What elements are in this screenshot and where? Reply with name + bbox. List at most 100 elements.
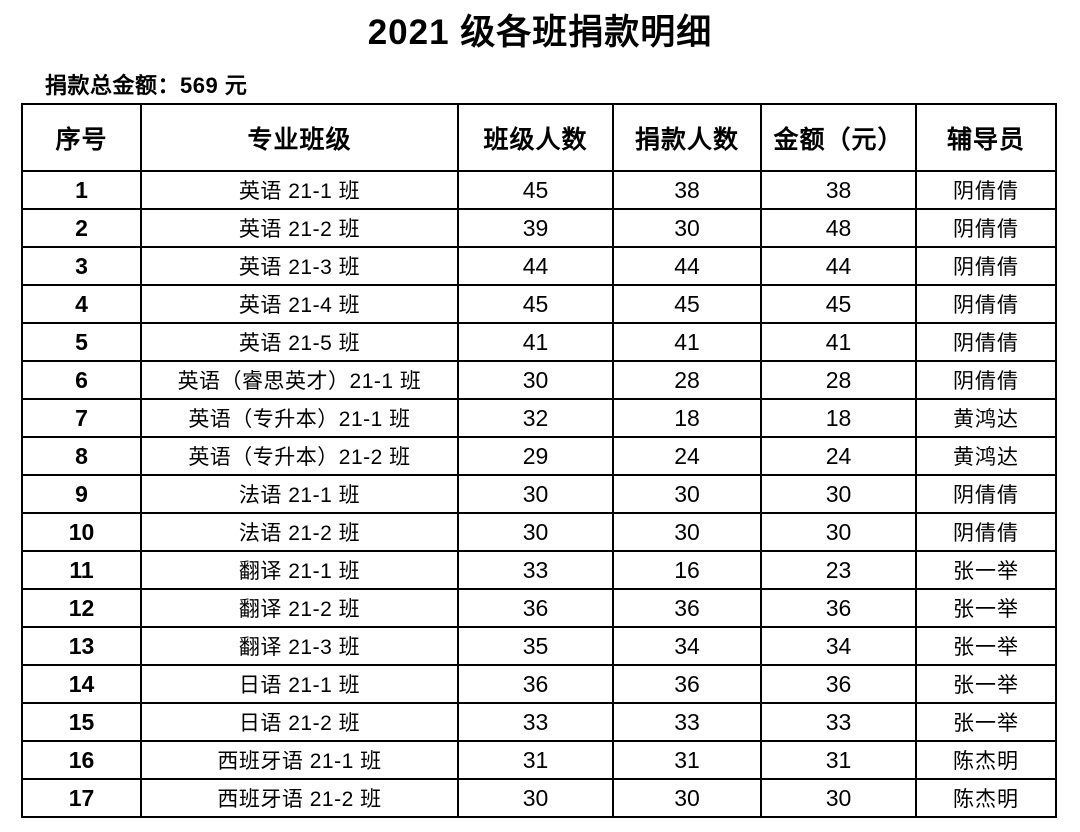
cell-amount: 41 <box>760 322 917 362</box>
table-row: 10 法语 21-2 班 30 30 30 阴倩倩 <box>21 512 1057 552</box>
table-row: 3 英语 21-3 班 44 44 44 阴倩倩 <box>21 246 1057 286</box>
header-cell-amount: 金额（元） <box>760 103 917 172</box>
cell-index: 13 <box>21 626 142 666</box>
cell-counselor: 阴倩倩 <box>915 360 1057 400</box>
cell-class-name: 英语 21-3 班 <box>140 246 459 286</box>
cell-index: 3 <box>21 246 142 286</box>
table-row: 7 英语（专升本）21-1 班 32 18 18 黄鸿达 <box>21 398 1057 438</box>
table-row: 11 翻译 21-1 班 33 16 23 张一举 <box>21 550 1057 590</box>
cell-class-size: 36 <box>457 664 614 704</box>
cell-class-size: 30 <box>457 360 614 400</box>
table-row: 1 英语 21-1 班 45 38 38 阴倩倩 <box>21 170 1057 210</box>
cell-class-size: 32 <box>457 398 614 438</box>
cell-donor-count: 30 <box>612 208 762 248</box>
cell-counselor: 阴倩倩 <box>915 246 1057 286</box>
cell-amount: 30 <box>760 778 917 818</box>
cell-amount: 31 <box>760 740 917 780</box>
cell-class-name: 英语（睿思英才）21-1 班 <box>140 360 459 400</box>
cell-class-name: 日语 21-2 班 <box>140 702 459 742</box>
cell-donor-count: 18 <box>612 398 762 438</box>
header-cell-class-size: 班级人数 <box>457 103 614 172</box>
cell-donor-count: 45 <box>612 284 762 324</box>
table-row: 8 英语（专升本）21-2 班 29 24 24 黄鸿达 <box>21 436 1057 476</box>
cell-index: 17 <box>21 778 142 818</box>
cell-index: 12 <box>21 588 142 628</box>
cell-donor-count: 31 <box>612 740 762 780</box>
page-title: 2021 级各班捐款明细 <box>367 13 713 52</box>
table-row: 17 西班牙语 21-2 班 30 30 30 陈杰明 <box>21 778 1057 818</box>
cell-counselor: 阴倩倩 <box>915 322 1057 362</box>
table-row: 2 英语 21-2 班 39 30 48 阴倩倩 <box>21 208 1057 248</box>
cell-class-name: 日语 21-1 班 <box>140 664 459 704</box>
cell-class-size: 39 <box>457 208 614 248</box>
cell-donor-count: 33 <box>612 702 762 742</box>
cell-class-name: 翻译 21-1 班 <box>140 550 459 590</box>
cell-class-name: 翻译 21-3 班 <box>140 626 459 666</box>
cell-counselor: 陈杰明 <box>915 740 1057 780</box>
cell-class-size: 41 <box>457 322 614 362</box>
table-row: 4 英语 21-4 班 45 45 45 阴倩倩 <box>21 284 1057 324</box>
cell-index: 6 <box>21 360 142 400</box>
cell-donor-count: 30 <box>612 474 762 514</box>
cell-counselor: 张一举 <box>915 550 1057 590</box>
table-row: 16 西班牙语 21-1 班 31 31 31 陈杰明 <box>21 740 1057 780</box>
cell-amount: 36 <box>760 664 917 704</box>
header-cell-index: 序号 <box>21 103 142 172</box>
cell-donor-count: 38 <box>612 170 762 210</box>
cell-donor-count: 36 <box>612 588 762 628</box>
cell-donor-count: 30 <box>612 512 762 552</box>
cell-amount: 30 <box>760 512 917 552</box>
cell-index: 1 <box>21 170 142 210</box>
cell-class-size: 33 <box>457 702 614 742</box>
cell-class-size: 36 <box>457 588 614 628</box>
cell-index: 16 <box>21 740 142 780</box>
table-row: 6 英语（睿思英才）21-1 班 30 28 28 阴倩倩 <box>21 360 1057 400</box>
header-cell-donor-count: 捐款人数 <box>612 103 762 172</box>
cell-amount: 30 <box>760 474 917 514</box>
cell-class-name: 英语 21-2 班 <box>140 208 459 248</box>
cell-index: 7 <box>21 398 142 438</box>
cell-class-size: 45 <box>457 284 614 324</box>
cell-index: 10 <box>21 512 142 552</box>
table-row: 9 法语 21-1 班 30 30 30 阴倩倩 <box>21 474 1057 514</box>
cell-counselor: 张一举 <box>915 626 1057 666</box>
cell-counselor: 阴倩倩 <box>915 208 1057 248</box>
table-row: 14 日语 21-1 班 36 36 36 张一举 <box>21 664 1057 704</box>
cell-amount: 48 <box>760 208 917 248</box>
header-row: 序号 专业班级 班级人数 捐款人数 金额（元） 辅导员 <box>21 103 1057 172</box>
cell-class-size: 30 <box>457 474 614 514</box>
table-row: 5 英语 21-5 班 41 41 41 阴倩倩 <box>21 322 1057 362</box>
cell-class-size: 29 <box>457 436 614 476</box>
cell-index: 5 <box>21 322 142 362</box>
cell-index: 8 <box>21 436 142 476</box>
cell-class-name: 英语 21-5 班 <box>140 322 459 362</box>
cell-counselor: 黄鸿达 <box>915 398 1057 438</box>
cell-donor-count: 24 <box>612 436 762 476</box>
cell-counselor: 张一举 <box>915 664 1057 704</box>
cell-donor-count: 16 <box>612 550 762 590</box>
cell-amount: 28 <box>760 360 917 400</box>
cell-class-name: 西班牙语 21-2 班 <box>140 778 459 818</box>
cell-donor-count: 28 <box>612 360 762 400</box>
cell-class-size: 31 <box>457 740 614 780</box>
header-cell-class-name: 专业班级 <box>140 103 459 172</box>
cell-class-name: 西班牙语 21-1 班 <box>140 740 459 780</box>
cell-donor-count: 36 <box>612 664 762 704</box>
cell-index: 4 <box>21 284 142 324</box>
cell-amount: 45 <box>760 284 917 324</box>
cell-index: 11 <box>21 550 142 590</box>
cell-class-size: 35 <box>457 626 614 666</box>
cell-class-name: 英语（专升本）21-2 班 <box>140 436 459 476</box>
cell-counselor: 阴倩倩 <box>915 284 1057 324</box>
cell-amount: 38 <box>760 170 917 210</box>
cell-class-name: 英语 21-1 班 <box>140 170 459 210</box>
cell-class-size: 45 <box>457 170 614 210</box>
cell-counselor: 阴倩倩 <box>915 474 1057 514</box>
cell-amount: 44 <box>760 246 917 286</box>
table-row: 12 翻译 21-2 班 36 36 36 张一举 <box>21 588 1057 628</box>
cell-counselor: 张一举 <box>915 588 1057 628</box>
table-row: 15 日语 21-2 班 33 33 33 张一举 <box>21 702 1057 742</box>
cell-donor-count: 34 <box>612 626 762 666</box>
cell-index: 14 <box>21 664 142 704</box>
